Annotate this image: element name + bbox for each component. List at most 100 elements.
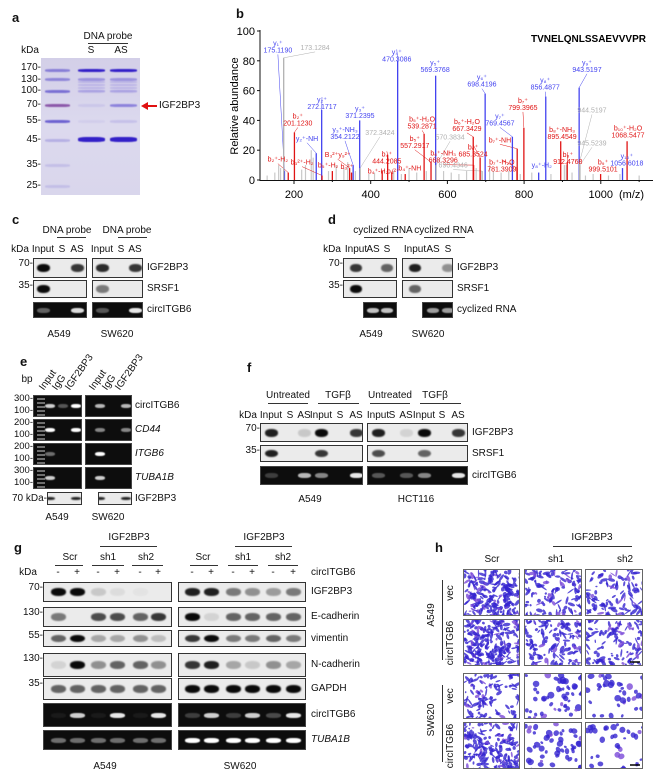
peak-ion-label: y₈⁺ xyxy=(540,78,550,85)
stained-cell xyxy=(547,593,551,597)
stained-cell xyxy=(559,650,565,654)
stained-cell xyxy=(533,696,538,702)
stained-cell xyxy=(526,620,533,625)
stained-cell xyxy=(555,753,560,758)
stained-cell xyxy=(629,597,633,602)
panel-label-d: d xyxy=(328,212,336,227)
peak-ion-label: b₁₀⁺-H₂O xyxy=(614,125,643,132)
peak-mz-label: 444.2085 xyxy=(372,158,401,165)
cell-line-label: SW620 xyxy=(223,761,257,772)
peak-ion-label: y₉⁺ xyxy=(582,60,592,67)
stained-cell xyxy=(609,602,614,607)
stained-cell xyxy=(474,649,481,656)
stained-cell xyxy=(502,609,505,614)
stained-cell xyxy=(548,647,551,654)
peak-leader-line xyxy=(337,158,350,169)
band xyxy=(132,712,148,718)
stained-cell xyxy=(579,674,581,680)
gel-band xyxy=(110,87,137,89)
peak-leader-line xyxy=(344,140,354,166)
invasion-image xyxy=(585,569,643,616)
band xyxy=(417,473,431,478)
peak-ion-label: y₄⁺ xyxy=(392,49,402,56)
band xyxy=(50,737,66,743)
stained-cell xyxy=(532,651,537,657)
row-label: SRSF1 xyxy=(457,283,490,294)
stained-cell xyxy=(507,570,512,575)
stained-cell xyxy=(598,674,603,678)
stained-cell xyxy=(626,696,631,703)
lane-label: AS xyxy=(366,244,380,255)
peak-leader-line xyxy=(453,169,483,172)
blot-strip xyxy=(43,653,172,677)
peak-leader-line xyxy=(499,144,518,149)
stained-cell xyxy=(537,629,541,633)
column-label: Scr xyxy=(484,554,500,565)
peak-label-group: b₄⁺444.2085 xyxy=(372,151,401,165)
band xyxy=(95,285,109,293)
peak-mz-label: 781.3909 xyxy=(487,167,516,174)
gel-band xyxy=(78,119,105,123)
stained-cell xyxy=(618,753,625,760)
stained-cell xyxy=(551,593,555,600)
stained-cell xyxy=(516,655,519,659)
stained-cell xyxy=(516,693,519,701)
stained-cell xyxy=(476,708,481,711)
stained-cell xyxy=(508,642,512,645)
stained-cell xyxy=(471,727,475,729)
stained-cell xyxy=(565,626,572,632)
blot-strip xyxy=(178,730,306,750)
peak-ion-label: b₆⁺-NH₃ xyxy=(430,151,456,158)
stained-cell xyxy=(499,759,505,765)
stained-cell xyxy=(572,570,577,573)
peak-label-group: b₅⁺557.2917 xyxy=(400,136,429,150)
stained-cell xyxy=(489,723,493,727)
bp-marker: 300- xyxy=(13,465,33,476)
stained-cell xyxy=(578,611,581,615)
stained-cell xyxy=(464,755,468,760)
stained-cell xyxy=(544,623,549,631)
stained-cell xyxy=(528,710,533,714)
stained-cell xyxy=(557,708,562,712)
band xyxy=(451,473,465,478)
band xyxy=(150,634,166,643)
stained-cell xyxy=(477,676,480,679)
lane-label: S xyxy=(444,244,452,255)
stained-cell xyxy=(492,586,496,589)
stained-cell xyxy=(487,662,491,665)
stained-cell xyxy=(635,762,639,765)
stained-cell xyxy=(466,661,472,665)
stained-cell xyxy=(537,762,544,767)
stained-cell xyxy=(496,601,499,605)
mw-marker: 130- xyxy=(22,607,43,618)
stained-cell xyxy=(549,738,554,743)
group-label: cyclized RNA xyxy=(353,225,413,236)
stained-cell xyxy=(476,762,483,766)
y-tick-label: 20 xyxy=(243,145,255,157)
peak-mz-label: 667.3429 xyxy=(452,126,481,133)
group-underline xyxy=(424,237,465,238)
peak-mz-label: 557.2917 xyxy=(400,143,429,150)
stained-cell xyxy=(471,624,474,628)
stained-cell xyxy=(518,751,519,757)
stained-cell xyxy=(632,571,641,575)
stained-cell xyxy=(544,750,548,754)
stained-cell xyxy=(479,675,483,679)
group-underline xyxy=(92,565,124,566)
stained-cell xyxy=(467,752,472,756)
stained-cell xyxy=(559,579,562,587)
band xyxy=(244,685,260,693)
peak-label-group: b₈⁺912.4768 xyxy=(553,152,582,166)
stained-cell xyxy=(630,662,635,665)
stained-cell xyxy=(620,766,627,768)
stained-cell xyxy=(478,608,483,615)
band xyxy=(50,685,66,693)
stained-cell xyxy=(590,628,594,631)
mw-marker: 25- xyxy=(26,180,41,191)
row-label: circITGB6 xyxy=(445,620,456,665)
stained-cell xyxy=(525,588,531,596)
stained-cell xyxy=(619,590,625,595)
